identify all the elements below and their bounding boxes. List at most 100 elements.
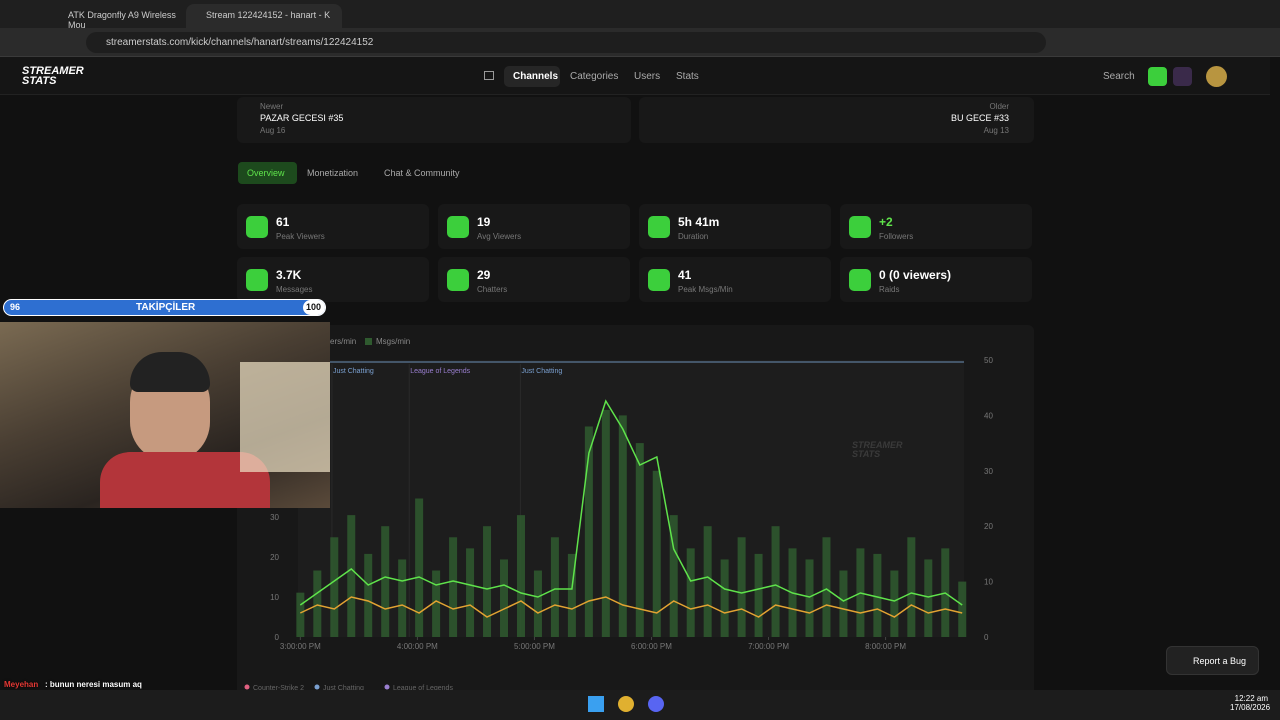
x-tick-label: 8:00:00 PM [865,642,906,651]
bar [635,443,644,637]
bar [347,515,356,637]
stat-value: 3.7K [276,268,302,282]
x-tick-label: 4:00:00 PM [397,642,438,651]
stat-label: Raids [879,285,900,294]
tab-active-bg [238,162,297,184]
y2-tick-label: 0 [984,633,989,642]
y2-tick-label: 40 [984,411,993,420]
category-label: Just Chatting [333,368,374,375]
bar [686,548,695,637]
legend-label: Msgs/min [376,337,410,346]
line [299,596,963,618]
bar [771,526,780,637]
discord-icon[interactable] [648,696,664,712]
stat-label: Peak Viewers [276,232,325,241]
nav-active-bg [504,66,560,87]
date: Aug 16 [260,126,286,135]
bar [737,537,746,637]
page-tab[interactable]: Chat & Community [384,168,460,178]
watermark: STATS [852,449,880,459]
stat-icon [849,269,871,291]
address-bar[interactable]: streamerstats.com/kick/channels/hanart/s… [86,32,1046,53]
stat-card [438,257,630,302]
home-icon[interactable] [484,71,494,80]
page-tab[interactable]: Overview [247,168,285,178]
y2-tick-label: 30 [984,467,993,476]
older-stream[interactable] [639,97,1034,143]
label: Newer [260,102,284,111]
follower-goal: 100 [306,302,322,312]
tab-active[interactable]: Stream 122424152 - hanart - K [186,4,342,28]
start-button[interactable] [588,696,604,712]
twitch-icon[interactable] [1173,67,1192,86]
legend-swatch [365,338,372,345]
nav-link[interactable]: Categories [570,71,619,82]
bar [516,515,525,637]
stat-value: 0 (0 viewers) [879,268,952,282]
chrome-icon[interactable] [618,696,634,712]
stat-value: 41 [678,268,692,282]
stat-icon [648,269,670,291]
y-tick-label: 30 [270,513,279,522]
bar [958,581,967,637]
stat-label: Chatters [477,285,508,294]
legend-label: Just Chatting [323,685,364,692]
bar [432,570,441,637]
avatar[interactable] [1206,66,1227,87]
bar [652,470,661,637]
logo[interactable]: STREAMER STATS [22,65,84,87]
bar [330,537,339,637]
tab-title: Stream 122424152 - hanart - K [206,10,331,20]
tab[interactable]: ATK Dragonfly A9 Wireless Mou [22,4,182,30]
logo-text: STREAMER [22,65,84,77]
category-label: League of Legends [410,368,470,375]
stream-title: PAZAR GECESI #35 [260,113,344,123]
stat-icon [246,216,268,238]
bar [907,537,916,637]
x-tick-label: 5:00:00 PM [514,642,555,651]
stat-label: Duration [678,232,709,241]
nav-link[interactable]: Channels [513,71,559,82]
chat-user: Meyehan [4,680,39,689]
stat-card [639,257,831,302]
legend-fragment: ers/min [330,337,356,346]
stat-value: +2 [879,215,893,229]
bar [567,553,576,637]
date: 17/08/2026 [1230,703,1271,712]
stream-title: BU GECE #33 [950,113,1009,123]
bar [584,426,593,637]
search[interactable]: Search [1103,71,1135,82]
follower-bar [3,299,326,316]
stat-value: 61 [276,215,290,229]
nav-link[interactable]: Stats [676,71,699,82]
clock: 12:22 am 17/08/2026 [1230,694,1271,712]
bar [618,415,627,637]
y2-tick-label: 50 [984,356,993,365]
bar [415,498,424,637]
bar [398,559,407,637]
x-tick-label: 7:00:00 PM [748,642,789,651]
bar [873,553,882,637]
label: Older [989,102,1009,111]
legend-label: League of Legends [393,685,453,692]
stat-card [639,204,831,249]
page-tab[interactable]: Monetization [307,168,359,178]
bar [754,553,763,637]
report-bug[interactable]: Report a Bug [1166,646,1259,675]
bar [720,559,729,637]
bar [805,559,814,637]
bar [669,515,678,637]
kick-icon[interactable] [1148,67,1167,86]
bar [924,559,933,637]
newer-stream[interactable] [237,97,631,143]
bar [890,570,899,637]
stat-card [438,204,630,249]
x-tick-label: 6:00:00 PM [631,642,672,651]
url: streamerstats.com/kick/channels/hanart/s… [106,37,374,48]
y2-tick-label: 20 [984,522,993,531]
stat-label: Peak Msgs/Min [678,285,733,294]
nav-link[interactable]: Users [634,71,661,82]
button-label: Report a Bug [1193,656,1247,666]
watermark: STREAMER [852,440,903,450]
